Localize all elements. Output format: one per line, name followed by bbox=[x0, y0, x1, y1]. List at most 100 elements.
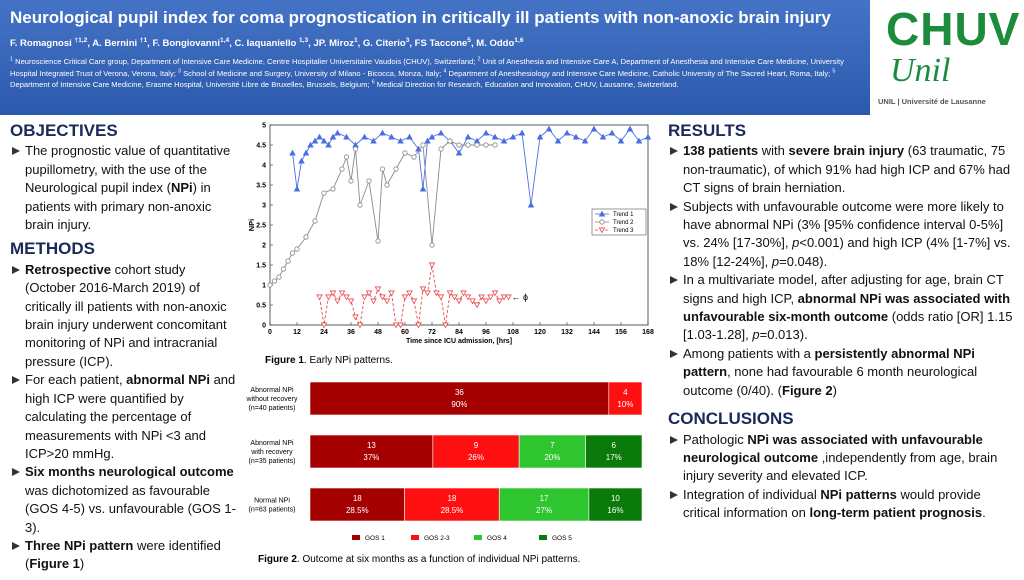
point bbox=[329, 133, 337, 140]
point bbox=[271, 278, 278, 284]
text-run: NPi was associated with unfavourable neu… bbox=[683, 431, 983, 465]
segment-count: 7 bbox=[550, 441, 555, 450]
text-run: long-term patient prognosis bbox=[809, 505, 983, 521]
text-run: Department of Intensive Care Medicine, E… bbox=[10, 80, 372, 89]
bar-segment bbox=[309, 434, 434, 469]
segment-percent: 28.5% bbox=[441, 506, 464, 515]
x-tick-label: 156 bbox=[615, 329, 627, 336]
text-run: (63 traumatic, 75 non-traumatic), of whi… bbox=[683, 143, 1011, 196]
text-run: , C. Iaquaniello bbox=[229, 38, 299, 49]
point bbox=[321, 190, 327, 196]
point bbox=[302, 149, 310, 156]
legend-swatch bbox=[474, 535, 482, 540]
text-run: 4 bbox=[443, 67, 447, 74]
bar-segment bbox=[432, 434, 520, 469]
point bbox=[379, 294, 386, 301]
point bbox=[590, 125, 598, 132]
point bbox=[460, 290, 467, 297]
point bbox=[509, 133, 517, 140]
point bbox=[289, 250, 296, 256]
point bbox=[397, 137, 404, 144]
text-run: 5 bbox=[467, 36, 471, 44]
segment-count: 10 bbox=[611, 494, 620, 503]
y-tick-label: 4 bbox=[262, 163, 266, 170]
point bbox=[411, 154, 417, 160]
authors: F. Romagnosi †1,2, A. Bernini †1, F. Bon… bbox=[10, 36, 524, 49]
segment-percent: 37% bbox=[363, 453, 379, 462]
segment-percent: 27% bbox=[536, 506, 552, 515]
point bbox=[473, 302, 481, 309]
logo: CHUV Unil UNIL | Université de Lausanne bbox=[872, 0, 1024, 112]
heading: RESULTS bbox=[668, 121, 747, 140]
text-run: persistently abnormal NPi pattern bbox=[683, 345, 975, 380]
point bbox=[347, 298, 355, 305]
bullet: 138 patients with severe brain injury (6… bbox=[668, 142, 1020, 197]
point bbox=[379, 129, 386, 136]
text-run: F. Romagnosi bbox=[10, 38, 75, 49]
legend-label: GOS 1 bbox=[365, 535, 385, 542]
segment-count: 4 bbox=[623, 388, 628, 397]
segment-count: 18 bbox=[447, 494, 456, 503]
point bbox=[536, 133, 544, 140]
text-run: (odds ratio [OR] 1.15 [1.03-1.28], bbox=[683, 309, 1013, 343]
text-run: and high ICP were quantified by calculat… bbox=[25, 372, 236, 461]
annotation: ← ɸ bbox=[512, 292, 529, 302]
text-run: 3 bbox=[178, 67, 181, 74]
point bbox=[415, 322, 422, 329]
logo-chuv: CHUV bbox=[886, 3, 1021, 55]
point bbox=[455, 149, 463, 156]
point bbox=[464, 294, 472, 301]
affiliations: 1 Neuroscience Critical Care group, Depa… bbox=[10, 56, 865, 91]
point bbox=[447, 138, 453, 144]
bar-segment bbox=[608, 381, 643, 416]
text-run: . bbox=[982, 505, 986, 521]
point bbox=[392, 322, 400, 329]
point bbox=[469, 298, 476, 305]
point bbox=[393, 166, 399, 172]
point bbox=[428, 133, 436, 140]
point bbox=[617, 137, 625, 144]
point bbox=[334, 298, 341, 305]
point bbox=[608, 129, 616, 136]
segment-percent: 20% bbox=[544, 453, 560, 462]
point bbox=[383, 298, 391, 305]
point bbox=[483, 142, 489, 148]
text-run: Figure 1 bbox=[29, 556, 80, 572]
text-run: †1,2 bbox=[74, 36, 88, 44]
bullet: In a multivariate model, after adjusting… bbox=[668, 271, 1020, 345]
x-tick-label: 120 bbox=[534, 329, 546, 336]
text-run: Department of Anesthesiology and Intensi… bbox=[446, 68, 833, 78]
x-tick-label: 84 bbox=[455, 329, 463, 336]
point bbox=[370, 298, 377, 305]
text-run: p bbox=[752, 327, 760, 343]
text-run: Three NPi pattern bbox=[25, 537, 134, 553]
text-run: Subjects with unfavourable outcome were … bbox=[683, 198, 1004, 251]
text-run: abnormal NPi bbox=[126, 372, 210, 388]
figure-caption: Figure 2. Outcome at six months as a fun… bbox=[258, 554, 580, 565]
point bbox=[320, 322, 328, 329]
point bbox=[361, 294, 368, 301]
x-tick-label: 24 bbox=[320, 329, 328, 336]
text-run: 1,6 bbox=[514, 36, 524, 44]
text-run: Six months neurological outcome bbox=[25, 464, 234, 480]
segment-percent: 28.5% bbox=[346, 506, 369, 515]
point bbox=[370, 137, 377, 144]
text-run: 1,4 bbox=[220, 36, 230, 44]
bullet: For each patient, abnormal NPi and high … bbox=[10, 371, 238, 463]
point bbox=[289, 149, 296, 156]
text-run: 1 bbox=[353, 36, 358, 44]
x-tick-label: 36 bbox=[347, 329, 355, 336]
text-run: Unit of Anesthesia and Intensive Care A,… bbox=[10, 57, 844, 78]
point bbox=[339, 166, 345, 172]
point bbox=[334, 129, 341, 136]
point bbox=[365, 290, 373, 297]
text-run: In a multivariate model, after adjusting… bbox=[683, 272, 1004, 306]
point bbox=[276, 274, 282, 280]
point bbox=[429, 242, 435, 248]
point bbox=[406, 133, 413, 140]
text-run: , M. Oddo bbox=[471, 38, 515, 49]
point bbox=[397, 322, 404, 329]
text-run: 6 bbox=[371, 79, 375, 86]
point bbox=[311, 137, 319, 144]
point bbox=[361, 133, 368, 140]
